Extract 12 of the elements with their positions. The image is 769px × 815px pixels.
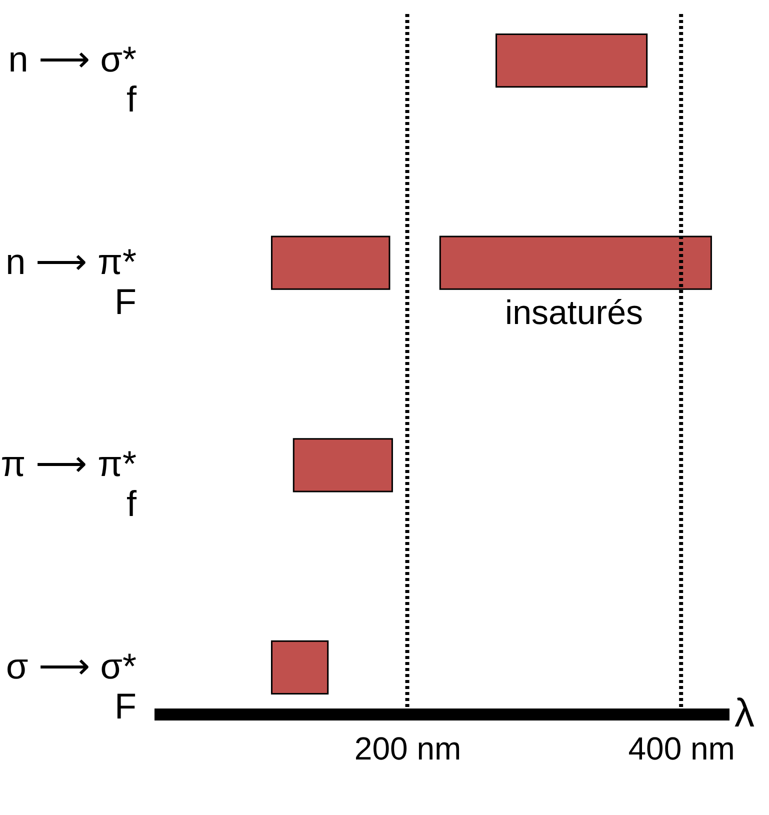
x-axis-title: λ xyxy=(734,692,754,736)
bar xyxy=(270,236,390,290)
bar xyxy=(292,438,393,492)
annotation: insaturés xyxy=(505,294,643,332)
x-tick-label: 200 nm xyxy=(354,730,462,766)
x-tick-label: 400 nm xyxy=(628,730,735,766)
y-tick-label: n ⟶ π* F xyxy=(6,240,136,322)
bar xyxy=(270,640,329,695)
bar xyxy=(496,33,648,88)
y-tick-label: n ⟶ σ* f xyxy=(8,38,138,120)
y-tick-label: π ⟶ π* f xyxy=(0,443,138,524)
y-tick-label: σ ⟶ σ* F xyxy=(6,645,136,726)
